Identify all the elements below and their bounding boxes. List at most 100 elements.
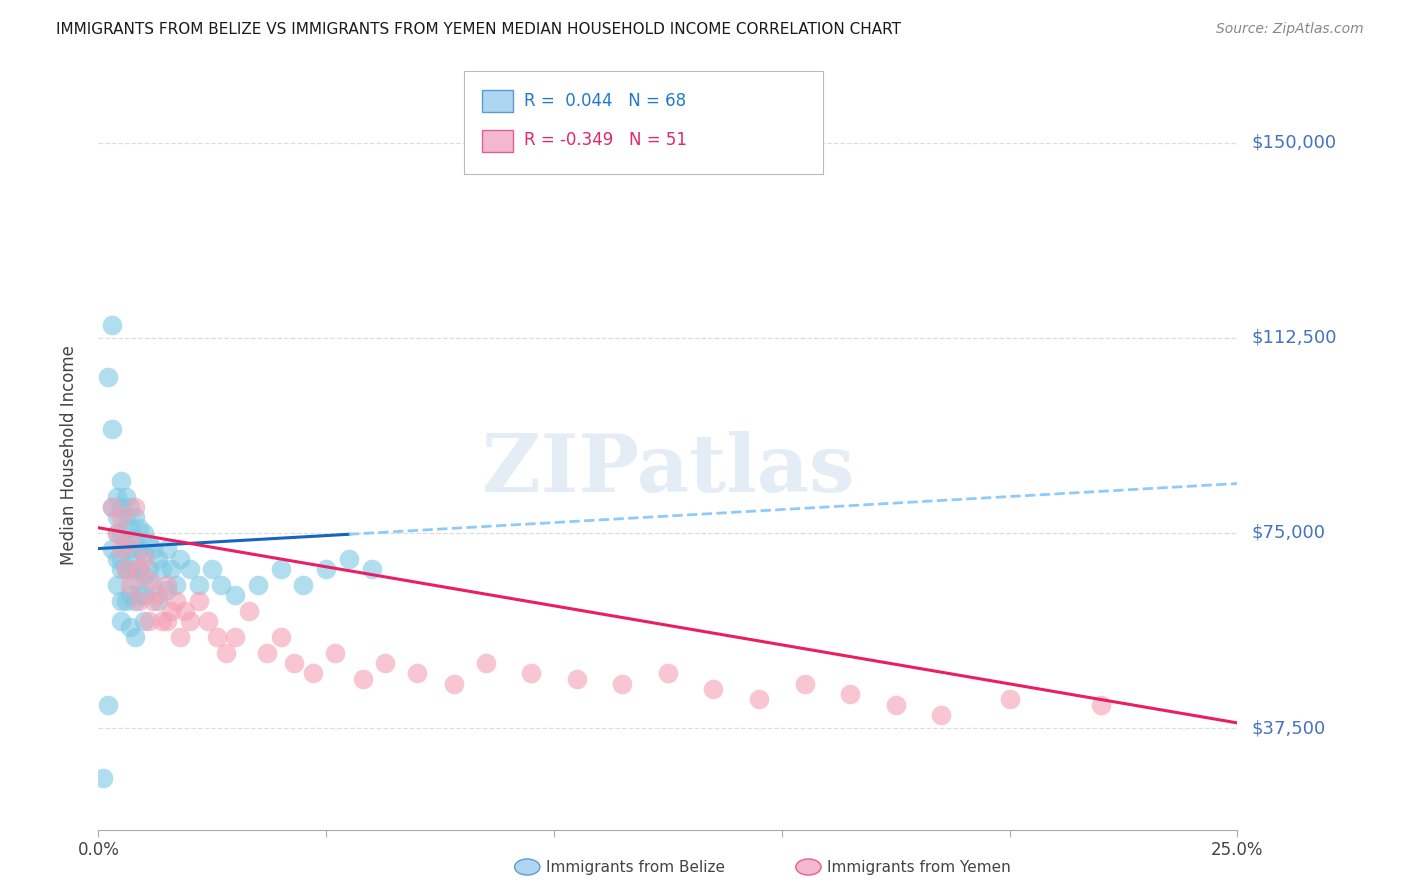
Point	[292, 578, 315, 592]
Point	[929, 708, 952, 723]
Point	[156, 583, 179, 598]
Point	[96, 369, 118, 384]
Point	[124, 531, 146, 545]
Point	[120, 619, 142, 633]
Point	[748, 692, 770, 706]
Point	[160, 562, 183, 576]
Point	[374, 656, 396, 670]
Point	[120, 589, 142, 603]
Text: $75,000: $75,000	[1251, 524, 1326, 542]
Point	[884, 698, 907, 712]
Point	[165, 578, 187, 592]
Point	[146, 589, 169, 603]
Text: $150,000: $150,000	[1251, 134, 1336, 152]
Point	[128, 593, 150, 607]
Point	[520, 666, 543, 681]
Point	[215, 646, 238, 660]
Point	[105, 526, 128, 541]
Point	[224, 589, 246, 603]
Point	[323, 646, 346, 660]
Point	[124, 510, 146, 524]
Point	[165, 593, 187, 607]
Text: ZIPatlas: ZIPatlas	[482, 431, 853, 509]
Point	[443, 677, 465, 691]
Point	[301, 666, 323, 681]
Point	[120, 521, 142, 535]
Point	[120, 541, 142, 556]
Point	[132, 567, 155, 582]
Point	[101, 318, 124, 332]
Point	[110, 474, 132, 488]
Point	[793, 677, 815, 691]
Point	[197, 615, 219, 629]
Point	[132, 547, 155, 561]
Point	[114, 536, 136, 550]
Point	[138, 615, 160, 629]
Point	[187, 578, 209, 592]
Point	[150, 615, 173, 629]
Point	[128, 521, 150, 535]
Point	[160, 604, 183, 618]
Point	[132, 552, 155, 566]
Point	[105, 552, 128, 566]
Point	[114, 562, 136, 576]
Point	[114, 490, 136, 504]
Point	[110, 562, 132, 576]
Point	[174, 604, 197, 618]
Point	[238, 604, 260, 618]
Point	[702, 681, 724, 696]
Point	[132, 589, 155, 603]
Point	[138, 562, 160, 576]
Point	[124, 500, 146, 514]
Point	[169, 552, 191, 566]
Point	[110, 500, 132, 514]
Point	[132, 615, 155, 629]
Point	[1090, 698, 1112, 712]
Point	[360, 562, 382, 576]
Text: R = -0.349   N = 51: R = -0.349 N = 51	[524, 131, 688, 149]
Point	[110, 615, 132, 629]
Point	[110, 526, 132, 541]
Text: R =  0.044   N = 68: R = 0.044 N = 68	[524, 92, 686, 110]
Text: Source: ZipAtlas.com: Source: ZipAtlas.com	[1216, 22, 1364, 37]
Point	[169, 630, 191, 644]
Point	[120, 578, 142, 592]
Point	[474, 656, 496, 670]
Point	[150, 562, 173, 576]
Point	[96, 698, 118, 712]
Point	[110, 510, 132, 524]
Point	[124, 573, 146, 587]
Point	[187, 593, 209, 607]
Point	[270, 562, 292, 576]
Text: Immigrants from Belize: Immigrants from Belize	[546, 860, 724, 874]
Point	[114, 562, 136, 576]
Point	[156, 615, 179, 629]
Point	[132, 526, 155, 541]
Point	[101, 541, 124, 556]
Point	[128, 589, 150, 603]
Point	[124, 552, 146, 566]
Text: $112,500: $112,500	[1251, 329, 1337, 347]
Point	[179, 562, 201, 576]
Point	[114, 510, 136, 524]
Point	[105, 510, 128, 524]
Point	[337, 552, 360, 566]
Point	[101, 500, 124, 514]
Point	[105, 578, 128, 592]
Point	[352, 672, 374, 686]
Point	[612, 677, 634, 691]
Point	[128, 562, 150, 576]
Point	[156, 578, 179, 592]
Point	[101, 500, 124, 514]
Point	[657, 666, 679, 681]
Point	[565, 672, 588, 686]
Point	[256, 646, 278, 660]
Point	[283, 656, 305, 670]
Point	[146, 552, 169, 566]
Point	[142, 541, 165, 556]
Text: IMMIGRANTS FROM BELIZE VS IMMIGRANTS FROM YEMEN MEDIAN HOUSEHOLD INCOME CORRELAT: IMMIGRANTS FROM BELIZE VS IMMIGRANTS FRO…	[56, 22, 901, 37]
Point	[138, 536, 160, 550]
Point	[124, 593, 146, 607]
Point	[101, 422, 124, 436]
Point	[114, 593, 136, 607]
